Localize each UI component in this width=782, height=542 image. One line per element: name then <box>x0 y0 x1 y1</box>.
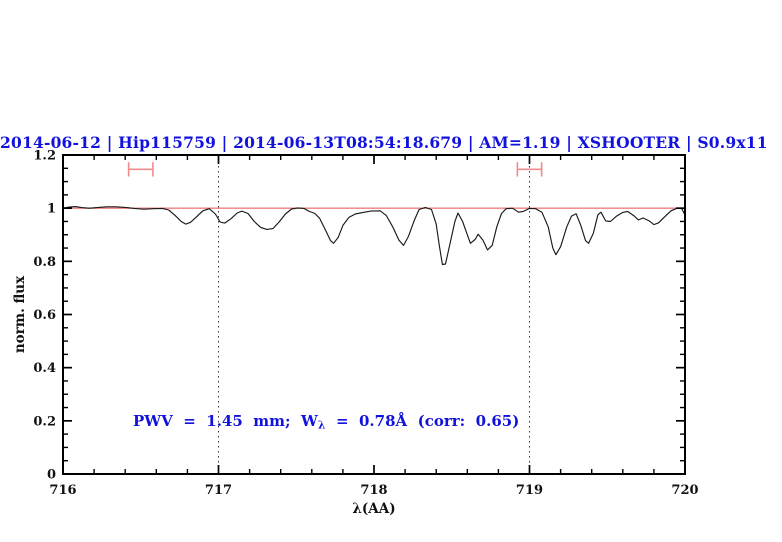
x-tick-label: 717 <box>205 483 232 498</box>
y-tick-label: 0.6 <box>33 308 56 323</box>
y-axis-label: norm. flux <box>12 275 28 353</box>
x-tick-label: 716 <box>49 483 76 498</box>
pwv-annotation: PWV = 1.45 mm; Wλ = 0.78Å (corr: 0.65) <box>133 412 519 432</box>
y-tick-label: 0.4 <box>33 361 56 376</box>
y-tick-label: 0.8 <box>33 255 56 270</box>
pwv-lambda-subscript: λ <box>317 418 326 432</box>
pwv-text-prefix: PWV = 1.45 mm; W <box>133 412 318 430</box>
y-tick-label: 0 <box>47 468 56 483</box>
y-tick-label: 1.2 <box>33 149 56 164</box>
y-tick-label: 1 <box>47 202 56 217</box>
y-tick-label: 0.2 <box>33 414 56 429</box>
spectrum-curve <box>62 206 686 266</box>
x-tick-label: 718 <box>360 483 387 498</box>
x-axis-label: λ(AA) <box>352 501 395 517</box>
plot-title: 2014-06-12 | Hip115759 | 2014-06-13T08:5… <box>0 133 768 152</box>
x-tick-label: 719 <box>516 483 543 498</box>
pwv-text-suffix: = 0.78Å (corr: 0.65) <box>325 412 520 430</box>
x-tick-label: 720 <box>671 483 698 498</box>
